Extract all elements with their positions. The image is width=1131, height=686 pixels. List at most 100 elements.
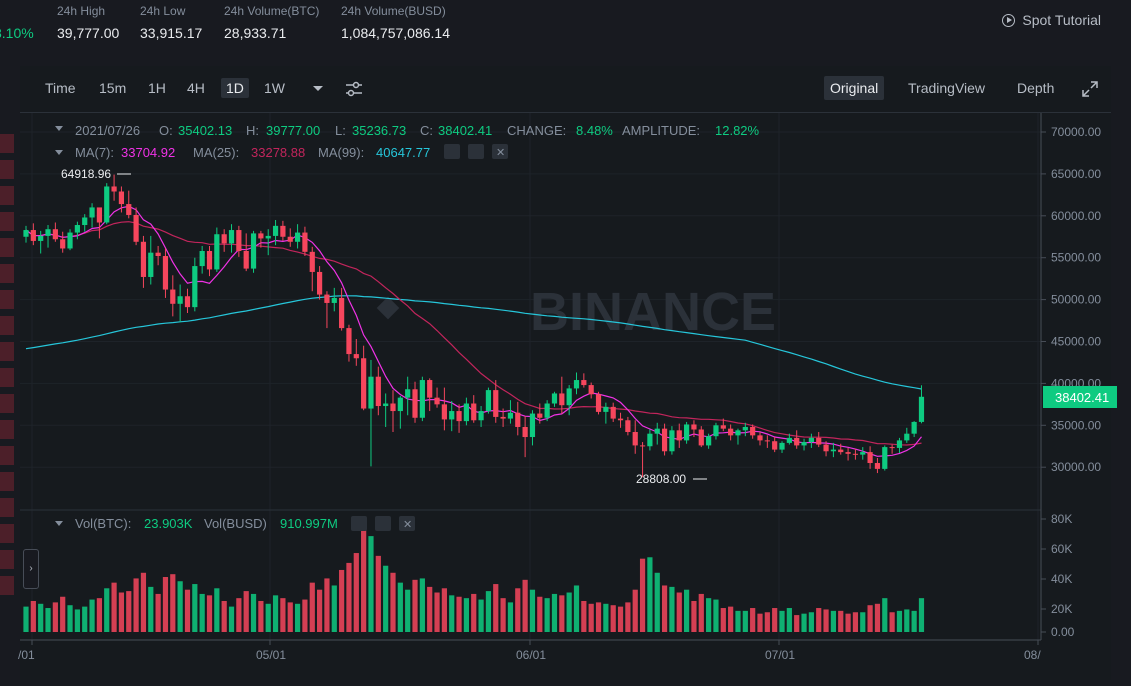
volume-bar bbox=[82, 606, 88, 632]
volume-bar bbox=[375, 555, 381, 632]
play-circle-icon bbox=[1002, 13, 1016, 27]
candle-body bbox=[390, 403, 396, 412]
candle-body bbox=[896, 440, 903, 448]
view-tradingview-tab[interactable]: TradingView bbox=[908, 80, 986, 96]
candle-body bbox=[250, 233, 257, 269]
candle-body bbox=[764, 440, 770, 442]
candle-body bbox=[757, 435, 763, 441]
ma99-line bbox=[25, 295, 922, 390]
volume-bar bbox=[118, 592, 125, 632]
interval-1h[interactable]: 1H bbox=[148, 80, 166, 96]
volume-bar bbox=[456, 596, 462, 632]
interval-1d[interactable]: 1D bbox=[221, 78, 249, 98]
more-intervals-chevron-down-icon[interactable] bbox=[313, 86, 323, 91]
interval-time[interactable]: Time bbox=[45, 80, 76, 96]
candle-body bbox=[647, 433, 653, 447]
volume-bar bbox=[104, 588, 110, 632]
order-book-row bbox=[0, 316, 14, 335]
candle-body bbox=[96, 207, 102, 223]
volume-bar bbox=[493, 584, 499, 632]
candle-body bbox=[515, 412, 521, 427]
remove-indicator-close-icon[interactable] bbox=[492, 144, 508, 159]
low-value: 35236.73 bbox=[352, 123, 406, 138]
order-book-row bbox=[0, 290, 14, 309]
close-glyph: ✕ bbox=[496, 147, 505, 159]
volume-bar bbox=[742, 610, 748, 632]
hide-indicator-eye-icon[interactable] bbox=[444, 144, 460, 159]
volume-bar bbox=[537, 596, 543, 632]
last-price-label: 38402.41 bbox=[1055, 390, 1109, 405]
volume-axis-label: 20K bbox=[1051, 602, 1072, 616]
candle-body bbox=[23, 230, 29, 237]
indicator-settings-icon[interactable] bbox=[345, 81, 363, 97]
volume-bar bbox=[38, 603, 44, 632]
volume-bar bbox=[691, 600, 697, 632]
interval-1w[interactable]: 1W bbox=[264, 80, 285, 96]
expand-sidebar-chevron-right-icon[interactable]: › bbox=[23, 549, 39, 589]
volume-settings-gear-icon[interactable] bbox=[375, 516, 391, 531]
volume-bar bbox=[661, 585, 668, 632]
volume-bar bbox=[904, 609, 910, 632]
price-axis-label: 35000.00 bbox=[1051, 418, 1101, 432]
order-book-row bbox=[0, 186, 14, 205]
binance-logo-icon bbox=[376, 296, 400, 320]
order-book-strip bbox=[0, 62, 20, 686]
volume-bar bbox=[588, 603, 594, 632]
volume-bar bbox=[368, 536, 374, 632]
volume-bar bbox=[559, 595, 565, 632]
collapse-triangle-icon[interactable] bbox=[55, 150, 63, 155]
indicator-settings-gear-icon[interactable] bbox=[468, 144, 484, 159]
volume-bar bbox=[918, 598, 925, 632]
price-annotations: 64918.96 28808.00 38402.41 bbox=[61, 167, 1117, 486]
stat-label: 24h High bbox=[57, 4, 106, 18]
volume-bar bbox=[911, 610, 917, 632]
low-label: L: bbox=[335, 123, 346, 138]
volume-bar bbox=[434, 592, 440, 632]
candle-body bbox=[82, 217, 88, 226]
candle-body bbox=[52, 229, 58, 240]
candle-body bbox=[566, 388, 572, 406]
candle-body bbox=[170, 289, 176, 304]
candle-body bbox=[265, 235, 271, 239]
candle-body bbox=[742, 426, 748, 431]
ma99-value: 40647.77 bbox=[376, 145, 430, 160]
volume-bar bbox=[764, 612, 770, 632]
open-label: O: bbox=[159, 123, 173, 138]
candle-body bbox=[639, 445, 646, 447]
candle-body bbox=[779, 442, 785, 450]
volume-bar bbox=[845, 613, 851, 632]
view-depth-tab[interactable]: Depth bbox=[1017, 80, 1055, 96]
hide-volume-eye-icon[interactable] bbox=[351, 516, 367, 531]
fullscreen-expand-icon[interactable] bbox=[1082, 81, 1098, 97]
volume-bar bbox=[412, 579, 418, 632]
ma99-path bbox=[25, 295, 922, 390]
candle-body bbox=[706, 436, 712, 446]
interval-4h[interactable]: 4H bbox=[187, 80, 205, 96]
candle-body bbox=[801, 442, 807, 446]
candle-body bbox=[294, 232, 301, 242]
price-axis-label: 45000.00 bbox=[1051, 335, 1101, 349]
candle-body bbox=[140, 241, 147, 277]
candle-body bbox=[838, 449, 844, 453]
collapse-triangle-icon[interactable] bbox=[55, 126, 63, 131]
stat-value: 39,777.00 bbox=[57, 25, 120, 41]
candle-body bbox=[339, 297, 345, 329]
candle-body bbox=[199, 250, 205, 267]
candle-body bbox=[184, 296, 191, 308]
volume-bar bbox=[30, 600, 36, 632]
volume-bar bbox=[625, 602, 631, 632]
remove-volume-close-icon[interactable] bbox=[399, 516, 415, 531]
interval-15m[interactable]: 15m bbox=[99, 80, 127, 96]
candle-body bbox=[243, 250, 249, 269]
candle-body bbox=[669, 430, 675, 452]
volume-bar bbox=[867, 605, 873, 632]
collapse-triangle-icon[interactable] bbox=[55, 521, 63, 526]
candle-body bbox=[691, 424, 697, 430]
spot-tutorial-link[interactable]: Spot Tutorial bbox=[1002, 12, 1101, 28]
candle-body bbox=[287, 236, 293, 242]
candle-body bbox=[89, 207, 95, 218]
volume-bar bbox=[353, 553, 359, 632]
candle-body bbox=[346, 328, 352, 355]
view-original-tab[interactable]: Original bbox=[824, 76, 885, 100]
